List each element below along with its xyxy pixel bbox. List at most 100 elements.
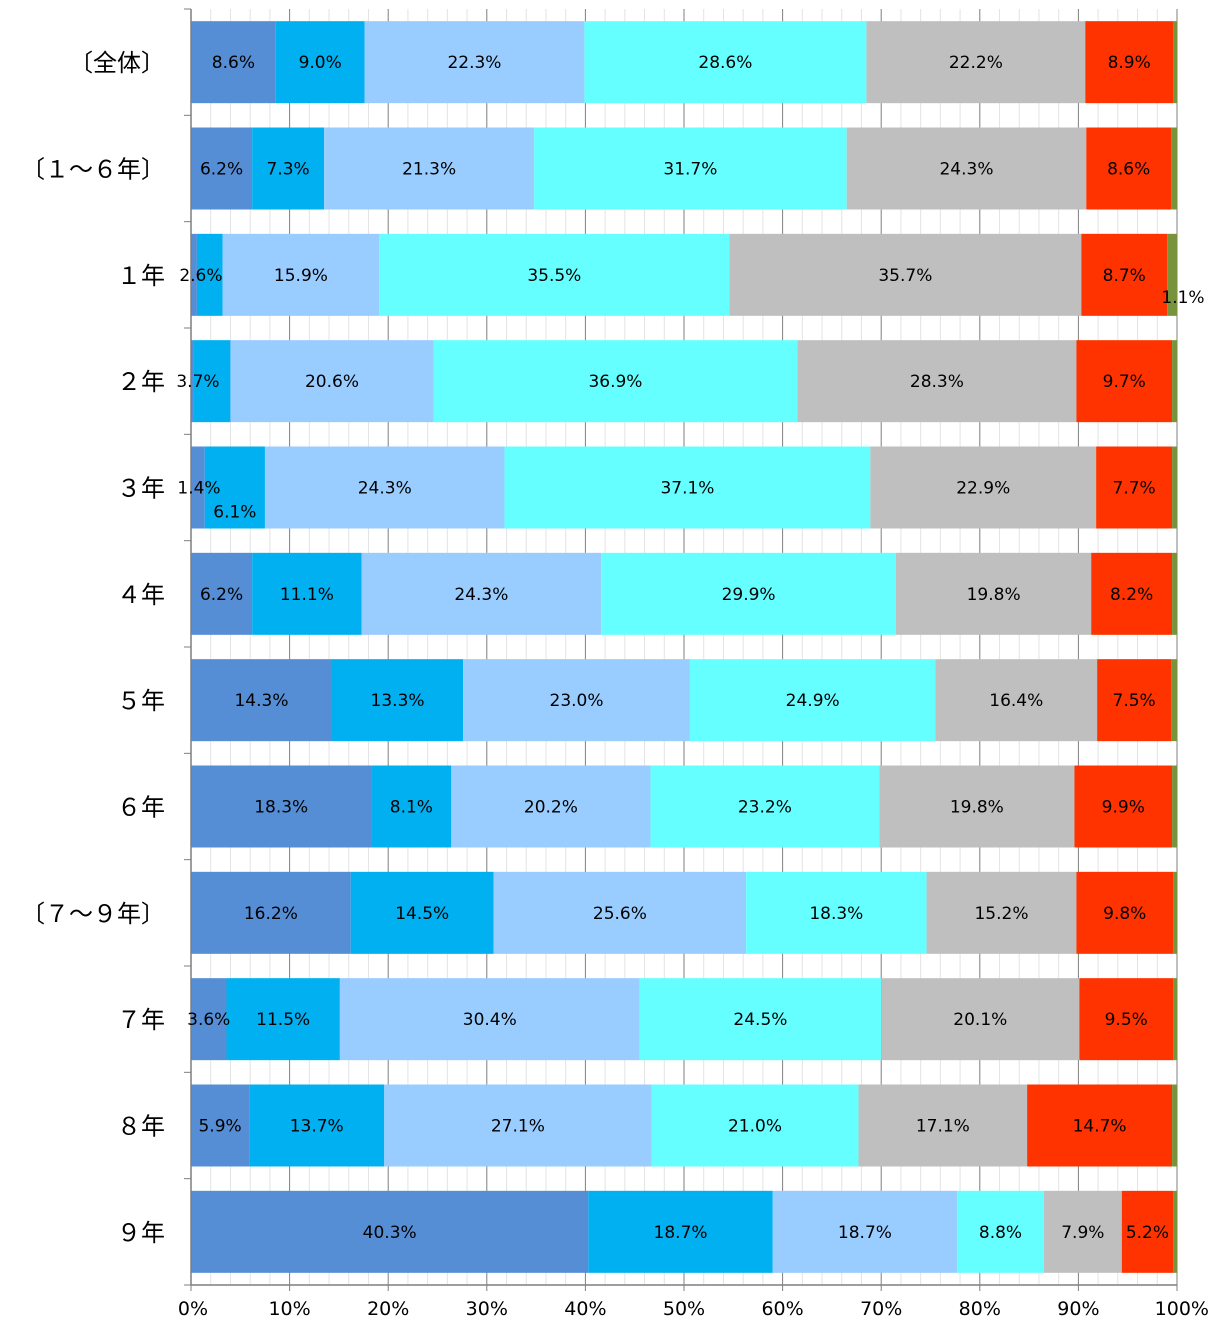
bar-segment xyxy=(191,1084,250,1167)
bar-segment xyxy=(584,21,867,104)
data-label: 9.7% xyxy=(1103,372,1146,392)
data-label: 27.1% xyxy=(491,1117,545,1137)
data-label: 24.3% xyxy=(358,479,412,499)
bar-segment xyxy=(191,127,253,210)
data-label: 24.5% xyxy=(733,1010,787,1030)
bar-segment xyxy=(451,765,651,848)
data-label: 22.2% xyxy=(949,53,1003,73)
bar-segment xyxy=(1172,340,1177,423)
data-label: 15.2% xyxy=(974,904,1028,924)
data-label: 29.9% xyxy=(722,585,776,605)
category-label: ３年 xyxy=(117,475,165,503)
bar-segment xyxy=(504,446,871,529)
bar-segment xyxy=(1086,127,1172,210)
data-label: 8.6% xyxy=(212,53,255,73)
bar-segment xyxy=(1076,871,1174,954)
bar-segment xyxy=(433,340,798,423)
bar-segment xyxy=(191,446,205,529)
data-label: 25.6% xyxy=(593,904,647,924)
bar-segment xyxy=(331,659,464,742)
data-label: 22.9% xyxy=(956,479,1010,499)
x-tick-label: 40% xyxy=(564,1298,606,1320)
data-label: 36.9% xyxy=(588,372,642,392)
category-label: ４年 xyxy=(117,581,165,609)
bar-segment xyxy=(252,127,325,210)
data-labels: 8.6% 9.0% 22.3% 28.6% 22.2% 8.9% 6.2% 7.3% 21.3%… xyxy=(176,53,1204,1243)
bar-segment xyxy=(639,978,882,1061)
data-label: 22.3% xyxy=(447,53,501,73)
bar-segment xyxy=(324,127,535,210)
bar-segment xyxy=(1043,1190,1122,1273)
data-label: 7.9% xyxy=(1061,1223,1104,1243)
bar-segment xyxy=(339,978,640,1061)
category-label: ８年 xyxy=(117,1113,165,1141)
bar-segment xyxy=(858,1084,1028,1167)
data-label: 8.8% xyxy=(979,1223,1022,1243)
bar-segment xyxy=(1173,871,1177,954)
bar-segment xyxy=(1085,21,1174,104)
bar-segment xyxy=(1091,552,1173,635)
bar-segment xyxy=(1172,446,1177,529)
x-tick-label: 50% xyxy=(663,1298,705,1320)
data-label: 6.2% xyxy=(200,160,243,180)
bar-segment xyxy=(846,127,1087,210)
data-label: 3.7% xyxy=(176,372,219,392)
bar-segment xyxy=(384,1084,652,1167)
data-label: 24.9% xyxy=(786,691,840,711)
bar-segment xyxy=(957,1190,1044,1273)
data-label: 5.2% xyxy=(1126,1223,1169,1243)
bar-segment xyxy=(650,765,880,848)
x-tick-label: 60% xyxy=(761,1298,803,1320)
data-label: 8.7% xyxy=(1103,266,1146,286)
data-label: 35.7% xyxy=(878,266,932,286)
bar-segment xyxy=(1171,659,1177,742)
bar-segment xyxy=(191,233,197,316)
bar-segment xyxy=(935,659,1098,742)
bar-segment xyxy=(364,21,585,104)
bar-segment xyxy=(881,978,1080,1061)
data-label: 18.3% xyxy=(254,798,308,818)
data-label: 15.9% xyxy=(274,266,328,286)
x-tick-label: 70% xyxy=(860,1298,902,1320)
data-label: 8.9% xyxy=(1108,53,1151,73)
bar-segment xyxy=(1121,1190,1174,1273)
bar-segment xyxy=(1074,765,1173,848)
bar-segment xyxy=(926,871,1077,954)
data-label: 1.4% xyxy=(177,479,220,499)
bar-segment xyxy=(230,340,434,423)
category-label: 〔１～６年〕 xyxy=(21,156,165,184)
data-label: 23.2% xyxy=(738,798,792,818)
category-label: ６年 xyxy=(117,794,165,822)
x-tick-label: 100% xyxy=(1155,1298,1209,1320)
data-label: 7.5% xyxy=(1113,691,1156,711)
data-label: 13.7% xyxy=(290,1117,344,1137)
bar-segment xyxy=(371,765,452,848)
bar-segment xyxy=(879,765,1075,848)
data-label: 31.7% xyxy=(663,160,717,180)
data-label: 20.1% xyxy=(953,1010,1007,1030)
bar-segment xyxy=(797,340,1077,423)
data-label: 14.3% xyxy=(234,691,288,711)
gridlines xyxy=(210,9,1178,1285)
bar-segment xyxy=(1097,659,1172,742)
data-label: 9.0% xyxy=(299,53,342,73)
data-label: 2.6% xyxy=(179,266,222,286)
data-label: 1.1% xyxy=(1161,288,1204,308)
data-label: 40.3% xyxy=(363,1223,417,1243)
bar-segment xyxy=(379,233,730,316)
x-tick-label: 90% xyxy=(1057,1298,1099,1320)
bar-segment xyxy=(1076,340,1173,423)
bar-segment xyxy=(870,446,1097,529)
data-label: 14.5% xyxy=(395,904,449,924)
data-label: 24.3% xyxy=(454,585,508,605)
data-label: 24.3% xyxy=(939,160,993,180)
axes: 〔全体〕〔１～６年〕 １年 ２年 ３年 ４年 ５年 ６年〔７～９年〕 ７年 ８年 ９年 0% 10% 2… xyxy=(21,8,1209,1320)
bar-segment xyxy=(772,1190,958,1273)
data-label: 8.2% xyxy=(1110,585,1153,605)
x-tick-label: 0% xyxy=(178,1298,208,1320)
bar-segment xyxy=(1096,446,1173,529)
data-label: 5.9% xyxy=(198,1117,241,1137)
bar-segment xyxy=(1173,978,1177,1061)
bars xyxy=(191,21,1177,1273)
category-label: ９年 xyxy=(117,1219,165,1247)
